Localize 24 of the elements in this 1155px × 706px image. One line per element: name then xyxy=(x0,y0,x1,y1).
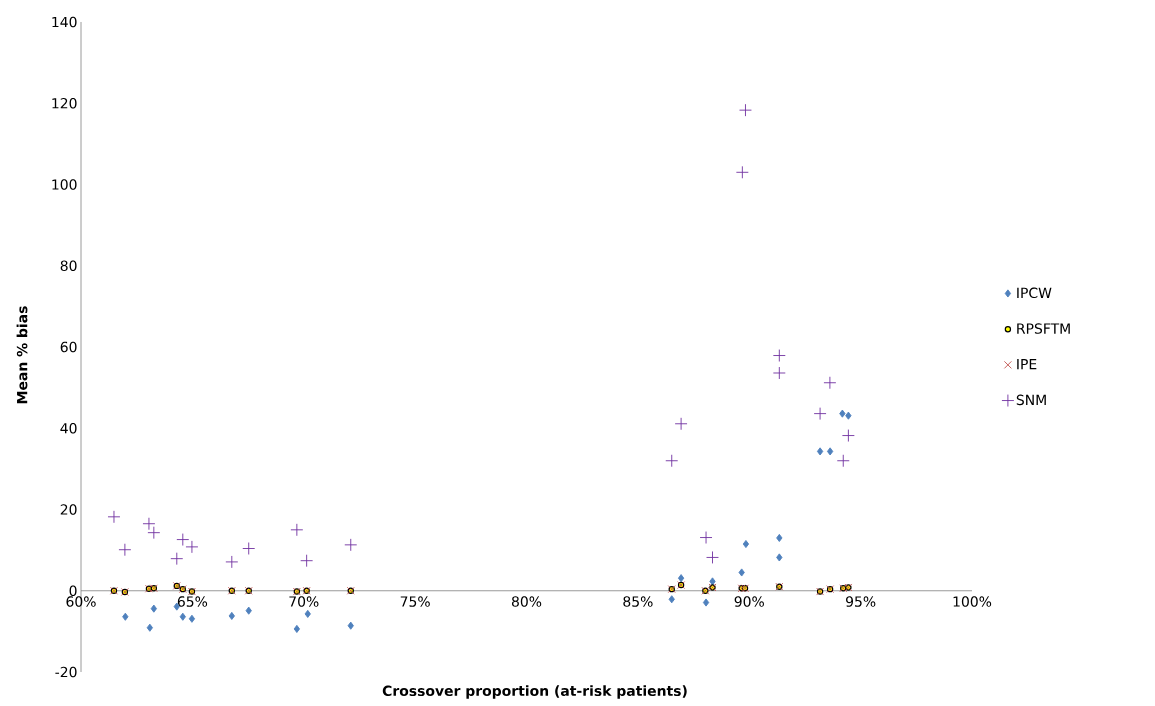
x-axis-title: Crossover proportion (at-risk patients) xyxy=(382,685,687,699)
x-tick-label: 80% xyxy=(511,596,542,607)
y-tick-label: 100 xyxy=(52,179,77,190)
y-tick-label: 140 xyxy=(52,16,77,28)
y-tick-label: 40 xyxy=(60,422,77,434)
y-tick-label: 120 xyxy=(52,97,77,109)
x-tick-label: 100% xyxy=(953,596,992,607)
y-tick-label: 80 xyxy=(60,260,77,272)
x-tick-label: 75% xyxy=(400,596,430,607)
legend-label: SNM xyxy=(1016,394,1046,406)
x-tick-label: 65% xyxy=(177,596,208,607)
x-tick-label: 85% xyxy=(623,596,653,607)
x-tick-label: 70% xyxy=(289,596,319,607)
legend-label: IPCW xyxy=(1017,287,1052,299)
legend-label: RPSFTM xyxy=(1017,323,1070,334)
legend-label: IPE xyxy=(1017,359,1037,370)
x-tick-label: 90% xyxy=(734,596,764,607)
y-tick-label: 60 xyxy=(60,341,77,353)
x-tick-label: 95% xyxy=(846,596,876,607)
y-tick-label: 0 xyxy=(69,585,77,597)
x-tick-label: 60% xyxy=(66,596,96,607)
y-tick-label: 20 xyxy=(60,504,77,515)
y-axis-title: Mean % bias xyxy=(16,306,28,404)
y-tick-label: -20 xyxy=(55,666,77,678)
